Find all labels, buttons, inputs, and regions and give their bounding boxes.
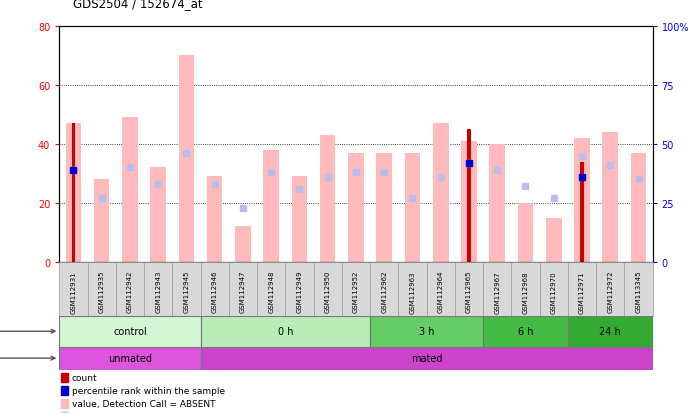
Bar	[405, 153, 420, 262]
Bar	[61, 399, 68, 408]
Text: GSM112949: GSM112949	[297, 271, 302, 313]
Text: protocol: protocol	[0, 353, 55, 363]
Bar	[207, 177, 223, 262]
Bar	[72, 124, 75, 262]
Bar	[87, 262, 116, 316]
Bar	[568, 316, 653, 347]
Text: GDS2504 / 152674_at: GDS2504 / 152674_at	[73, 0, 203, 10]
Text: GSM112970: GSM112970	[551, 271, 557, 313]
Bar	[61, 386, 68, 395]
Bar	[512, 262, 540, 316]
Text: GSM112952: GSM112952	[353, 271, 359, 313]
Bar	[574, 139, 590, 262]
Text: mated: mated	[411, 353, 443, 363]
Bar	[348, 153, 364, 262]
Bar	[426, 262, 455, 316]
Bar	[200, 316, 370, 347]
Bar	[546, 218, 561, 262]
Text: GSM112963: GSM112963	[410, 271, 415, 313]
Bar	[489, 145, 505, 262]
Text: GSM112972: GSM112972	[607, 271, 614, 313]
Bar	[94, 180, 110, 262]
Text: GSM112968: GSM112968	[523, 271, 528, 313]
Bar	[313, 262, 342, 316]
Bar	[596, 262, 625, 316]
Text: count: count	[72, 373, 98, 382]
Bar	[59, 347, 200, 370]
Text: GSM112945: GSM112945	[184, 271, 189, 313]
Text: 24 h: 24 h	[600, 326, 621, 337]
Bar	[61, 373, 68, 382]
Text: GSM112967: GSM112967	[494, 271, 500, 313]
Bar	[179, 56, 194, 262]
Bar	[568, 262, 596, 316]
Text: control: control	[113, 326, 147, 337]
Bar	[285, 262, 313, 316]
Bar	[483, 262, 512, 316]
Text: GSM112962: GSM112962	[381, 271, 387, 313]
Bar	[631, 153, 646, 262]
Text: GSM112943: GSM112943	[155, 271, 161, 313]
Bar	[433, 124, 449, 262]
Bar	[370, 316, 483, 347]
Bar	[625, 262, 653, 316]
Bar	[540, 262, 568, 316]
Text: GSM112964: GSM112964	[438, 271, 444, 313]
Bar	[376, 153, 392, 262]
Text: GSM112935: GSM112935	[98, 271, 105, 313]
Bar	[580, 162, 584, 262]
Text: GSM112942: GSM112942	[127, 271, 133, 313]
Bar	[320, 136, 336, 262]
Bar	[342, 262, 370, 316]
Text: GSM112948: GSM112948	[268, 271, 274, 313]
Text: GSM112971: GSM112971	[579, 271, 585, 313]
Bar	[122, 118, 138, 262]
Text: 0 h: 0 h	[278, 326, 293, 337]
Bar	[483, 316, 568, 347]
Text: GSM112946: GSM112946	[211, 271, 218, 313]
Text: 6 h: 6 h	[518, 326, 533, 337]
Bar	[144, 262, 172, 316]
Text: value, Detection Call = ABSENT: value, Detection Call = ABSENT	[72, 399, 215, 408]
Bar	[461, 142, 477, 262]
Bar	[151, 168, 166, 262]
Bar	[200, 262, 229, 316]
Text: GSM112965: GSM112965	[466, 271, 472, 313]
Bar	[467, 130, 470, 262]
Text: GSM112950: GSM112950	[325, 271, 331, 313]
Text: unmated: unmated	[108, 353, 152, 363]
Bar	[455, 262, 483, 316]
Bar	[518, 203, 533, 262]
Text: GSM112947: GSM112947	[240, 271, 246, 313]
Bar	[229, 262, 257, 316]
Bar	[235, 227, 251, 262]
Bar	[399, 262, 426, 316]
Text: percentile rank within the sample: percentile rank within the sample	[72, 386, 225, 395]
Bar	[116, 262, 144, 316]
Bar	[59, 262, 87, 316]
Bar	[66, 124, 81, 262]
Bar	[172, 262, 200, 316]
Bar	[200, 347, 653, 370]
Bar	[602, 133, 618, 262]
Text: rank, Detection Call = ABSENT: rank, Detection Call = ABSENT	[72, 412, 211, 413]
Bar	[61, 412, 68, 413]
Text: GSM112931: GSM112931	[70, 271, 77, 313]
Bar	[59, 316, 200, 347]
Text: time: time	[0, 326, 55, 337]
Text: 3 h: 3 h	[419, 326, 434, 337]
Bar	[370, 262, 399, 316]
Bar	[292, 177, 307, 262]
Bar	[257, 262, 285, 316]
Bar	[263, 150, 279, 262]
Text: GSM113345: GSM113345	[635, 271, 641, 313]
